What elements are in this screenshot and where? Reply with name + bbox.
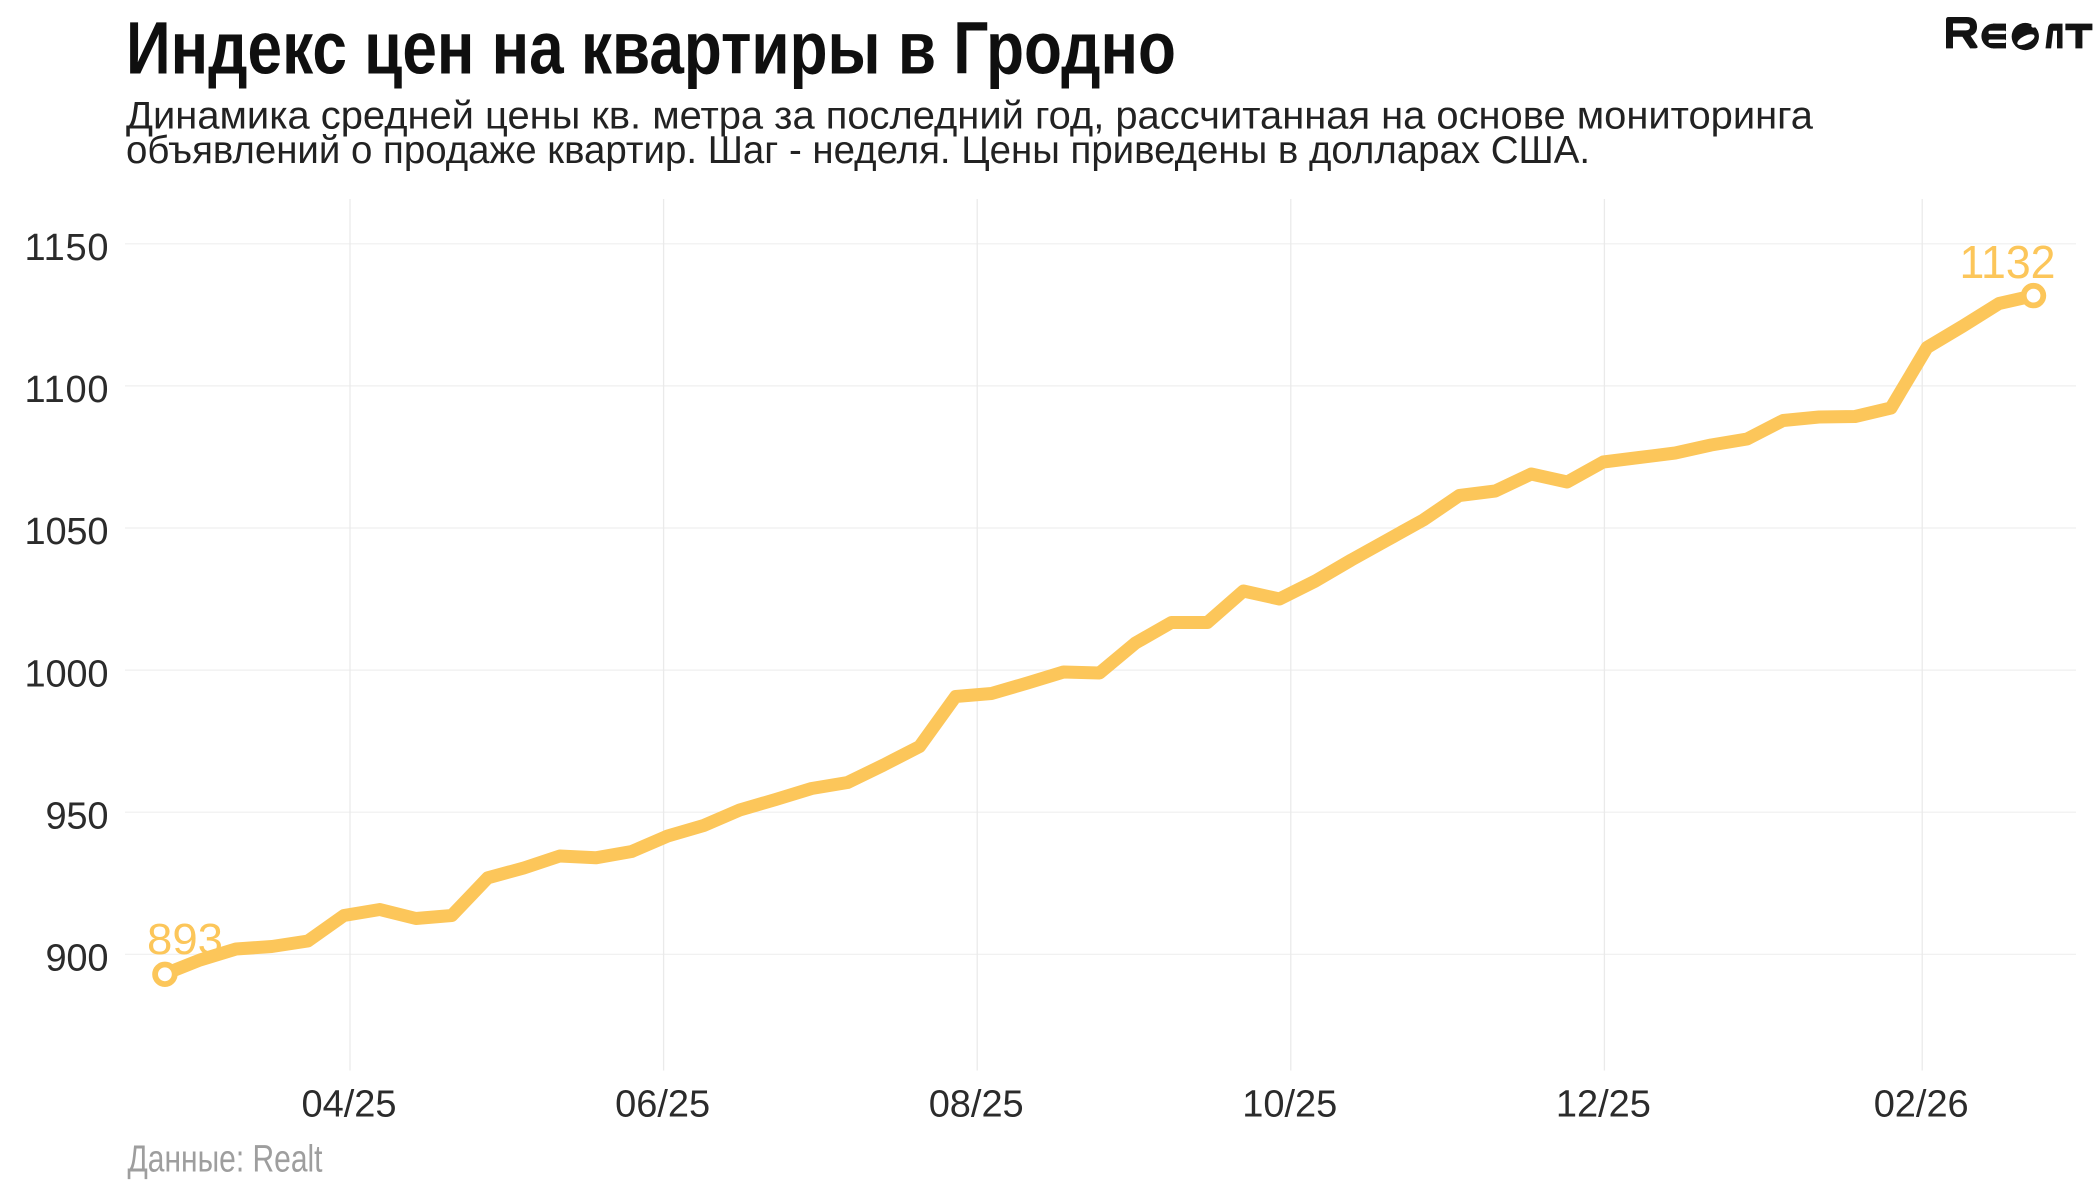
svg-text:06/25: 06/25 bbox=[615, 1084, 710, 1126]
svg-text:Индекс цен на квартиры в Гродн: Индекс цен на квартиры в Гродно bbox=[126, 7, 1176, 90]
svg-text:04/25: 04/25 bbox=[302, 1084, 397, 1126]
svg-text:Динамика средней цены кв. метр: Динамика средней цены кв. метра за после… bbox=[126, 95, 1814, 138]
svg-text:950: 950 bbox=[46, 795, 109, 837]
svg-text:12/25: 12/25 bbox=[1556, 1084, 1651, 1126]
svg-text:объявлений о продаже квартир.: объявлений о продаже квартир. Шаг - неде… bbox=[126, 129, 1590, 172]
svg-text:900: 900 bbox=[46, 938, 109, 980]
svg-text:10/25: 10/25 bbox=[1242, 1084, 1337, 1126]
svg-text:1050: 1050 bbox=[25, 511, 109, 553]
svg-text:1000: 1000 bbox=[25, 653, 109, 695]
svg-text:Данные: Realt: Данные: Realt bbox=[128, 1138, 323, 1180]
svg-text:02/26: 02/26 bbox=[1874, 1084, 1969, 1126]
svg-text:08/25: 08/25 bbox=[929, 1084, 1024, 1126]
svg-text:1132: 1132 bbox=[1960, 236, 2056, 288]
svg-text:1100: 1100 bbox=[25, 369, 109, 411]
svg-text:1150: 1150 bbox=[25, 227, 109, 269]
svg-text:893: 893 bbox=[147, 915, 223, 964]
